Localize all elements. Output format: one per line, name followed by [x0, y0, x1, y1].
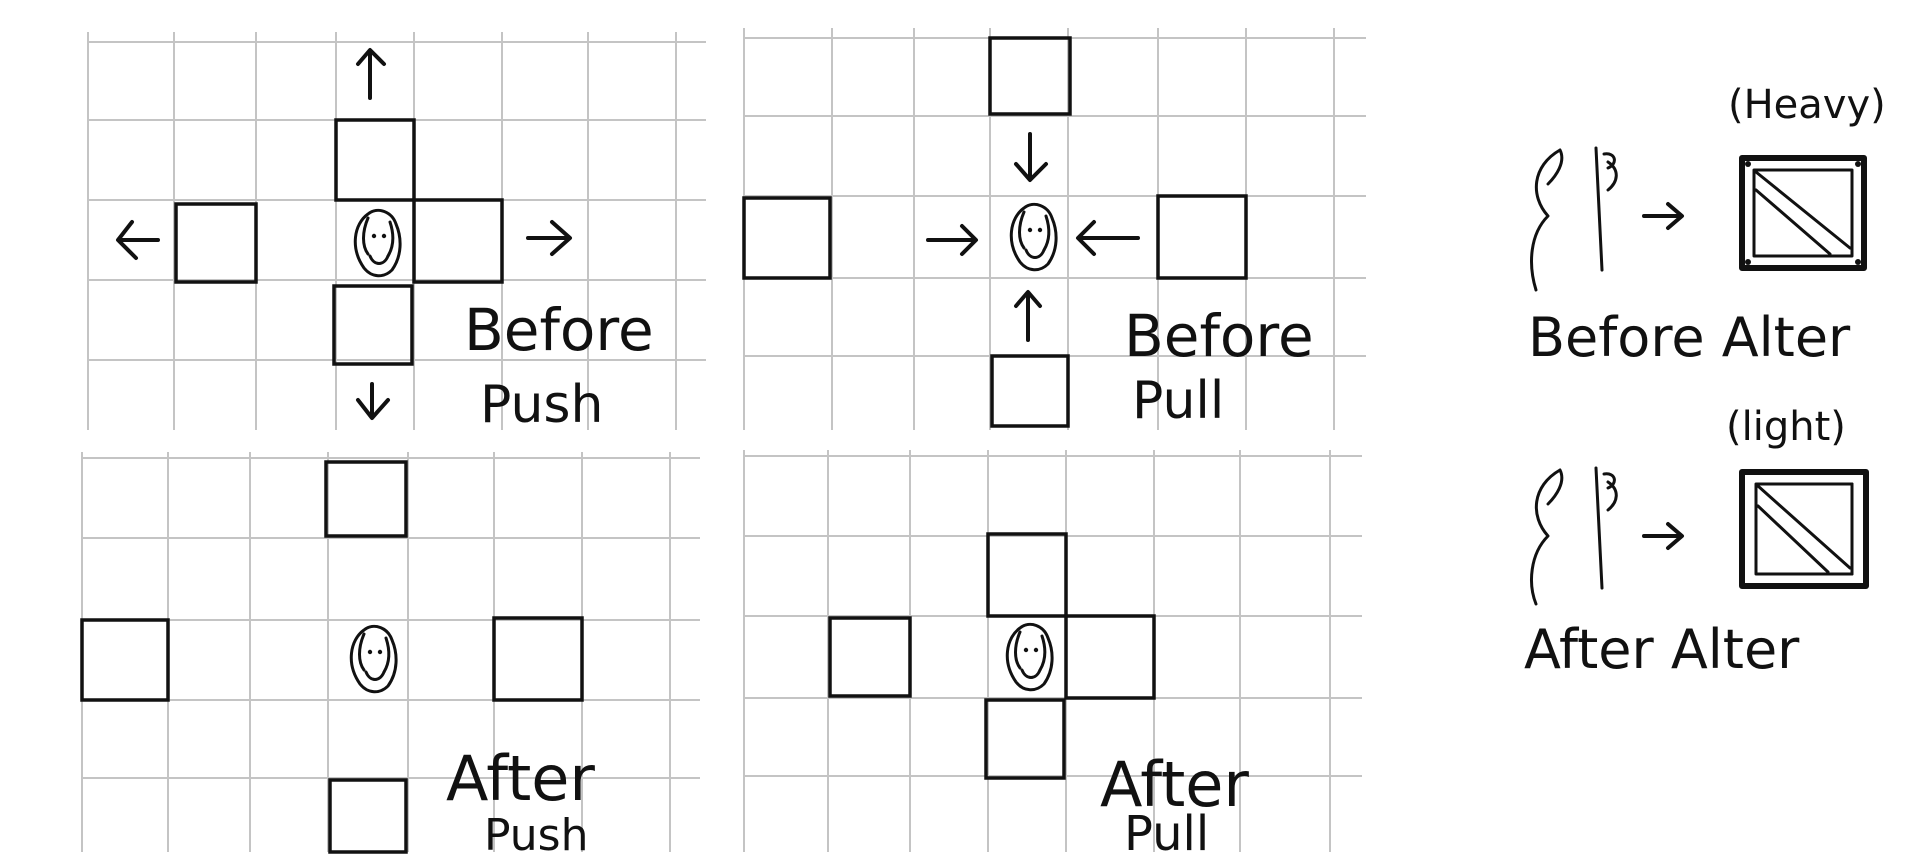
- box-up: [324, 460, 408, 538]
- label-after-pull-bottom: Pull: [1124, 806, 1209, 860]
- box-left: [174, 202, 258, 284]
- box-right: [1156, 194, 1248, 280]
- player-character: [349, 624, 398, 694]
- box-right: [412, 198, 504, 284]
- caption-before-alter: Before Alter: [1528, 306, 1851, 369]
- arrow-up: [356, 48, 386, 100]
- label-before-pull-top: Before: [1124, 302, 1314, 370]
- panel-before-pull: Before Pull: [742, 28, 1366, 431]
- box-left: [80, 618, 170, 702]
- alter-before: (Heavy) Before Alter: [1528, 82, 1886, 369]
- box-left: [742, 196, 832, 280]
- crate-light: [1739, 469, 1869, 589]
- label-after-push-top: After: [446, 742, 595, 815]
- alter-after: (light) After Alter: [1524, 404, 1869, 681]
- box-left: [828, 616, 912, 698]
- weight-label-after: (light): [1726, 404, 1846, 450]
- label-before-pull-bottom: Pull: [1132, 371, 1224, 431]
- arrow-up-to-player: [1014, 290, 1042, 342]
- panel-after-push: After Push: [80, 452, 700, 860]
- box-up: [334, 118, 416, 202]
- weight-label-before: (Heavy): [1728, 82, 1886, 128]
- arrow-down: [356, 382, 390, 420]
- grid-before-push: [87, 32, 706, 430]
- caption-after-alter: After Alter: [1524, 618, 1800, 681]
- label-after-push-bottom: Push: [484, 810, 588, 860]
- box-right: [1064, 614, 1156, 700]
- arrow-right: [526, 220, 572, 256]
- player-character: [1005, 622, 1054, 692]
- crate-heavy: [1739, 155, 1867, 271]
- box-right: [492, 616, 584, 702]
- player-character: [1009, 202, 1058, 272]
- box-up: [986, 532, 1068, 618]
- label-before-push-bottom: Push: [480, 375, 603, 435]
- box-down: [328, 778, 408, 854]
- panel-before-push: Before Push: [87, 32, 706, 435]
- grid-after-push: [81, 452, 700, 852]
- arrow-right-to-player: [926, 224, 978, 256]
- arrow-to-crate: [1642, 522, 1684, 550]
- label-before-push-top: Before: [464, 296, 654, 364]
- arrow-left: [116, 220, 160, 260]
- hooded-figure: [1530, 466, 1618, 606]
- arrow-down-to-player: [1014, 132, 1048, 182]
- player-character: [353, 208, 402, 278]
- arrow-to-crate: [1642, 202, 1684, 230]
- panel-after-pull: After Pull: [743, 450, 1362, 860]
- arrow-left-to-player: [1076, 220, 1140, 256]
- box-down: [984, 698, 1066, 780]
- box-up: [988, 36, 1072, 116]
- label-after-pull-top: After: [1100, 748, 1249, 821]
- hooded-figure: [1530, 146, 1618, 292]
- box-down: [990, 354, 1070, 428]
- box-down: [332, 284, 414, 366]
